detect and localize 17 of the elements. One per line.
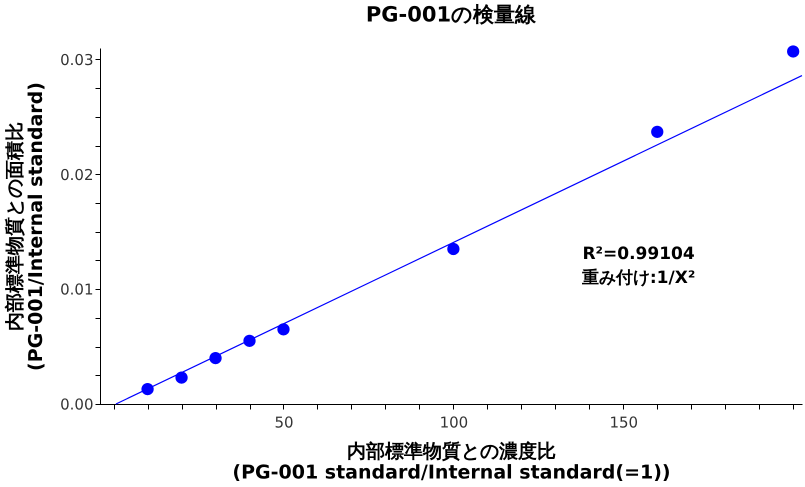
- y-tick-label: 0.02: [60, 166, 94, 184]
- y-tick-label: 0.01: [60, 280, 94, 299]
- y-tick-label: 0.03: [60, 50, 94, 69]
- x-axis-title: 内部標準物質との濃度比 (PG-001 standard/Internal standard(=1)): [232, 440, 671, 484]
- point: [277, 323, 290, 336]
- point: [651, 126, 664, 138]
- chart-title: PG-001の検量線: [366, 2, 538, 26]
- annotation: 重み付け:1/X²: [580, 268, 696, 288]
- y-tick-label: 0.00: [60, 396, 94, 414]
- point: [787, 45, 800, 58]
- x-tick-label: 50: [274, 414, 294, 432]
- x-tick-label: 150: [609, 414, 638, 432]
- x-tick-label: 100: [440, 414, 468, 432]
- y-axis-title: 内部標準物質との面積比 (PG-001/Internal standard): [4, 82, 48, 371]
- point: [447, 242, 460, 256]
- annotation: R²=0.99104: [582, 244, 695, 264]
- point: [175, 371, 188, 384]
